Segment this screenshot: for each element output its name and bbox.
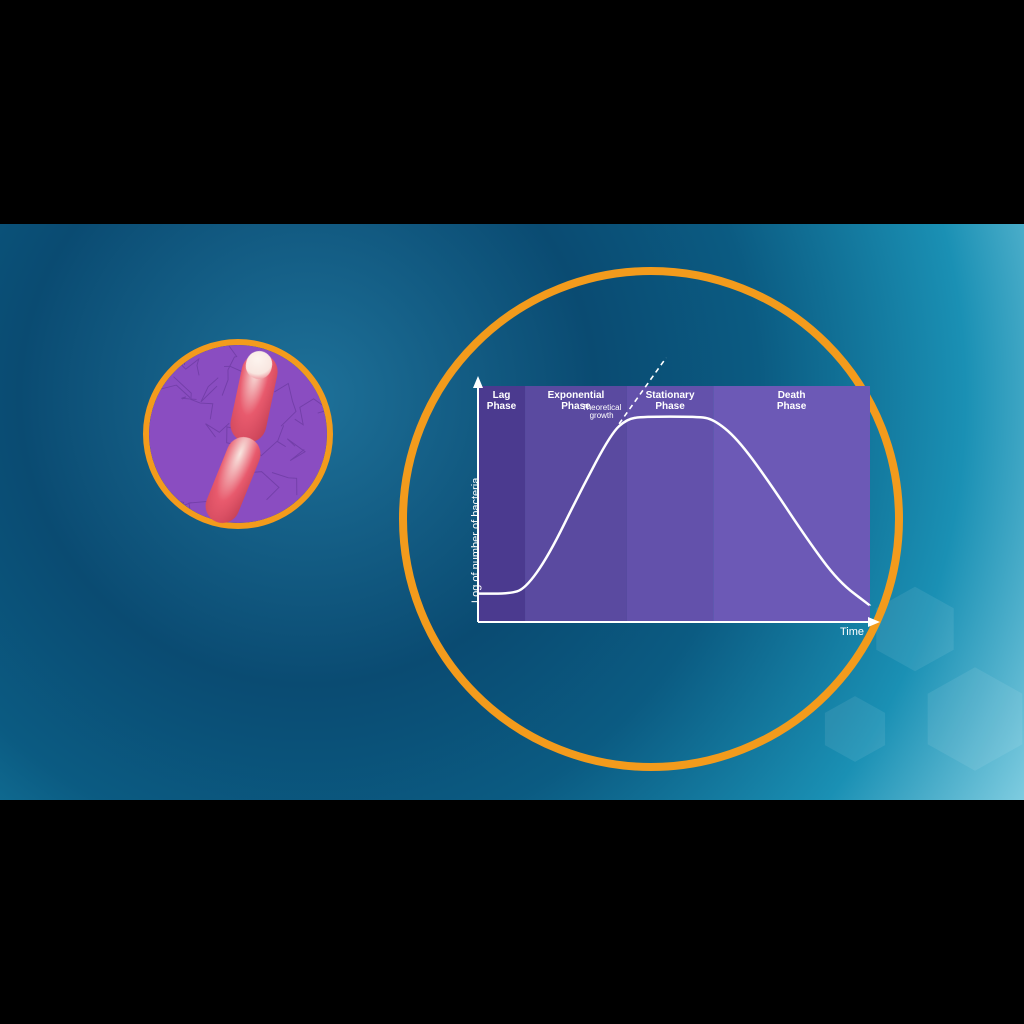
- growth-curve-chart: LagPhaseExponentialPhaseStationaryPhaseD…: [456, 380, 876, 640]
- chart-svg: [456, 380, 876, 640]
- phase-label-0: LagPhase: [478, 390, 525, 412]
- content-stage: LagPhaseExponentialPhaseStationaryPhaseD…: [0, 224, 1024, 800]
- theoretical-growth-label: Theoreticalgrowth: [574, 404, 629, 421]
- x-axis-label: Time: [840, 626, 864, 638]
- phase-label-3: DeathPhase: [713, 390, 870, 412]
- bacterium-ring: [143, 339, 333, 529]
- y-axis-label: Log of number of bacteria: [470, 478, 482, 603]
- phase-label-2: StationaryPhase: [627, 390, 713, 412]
